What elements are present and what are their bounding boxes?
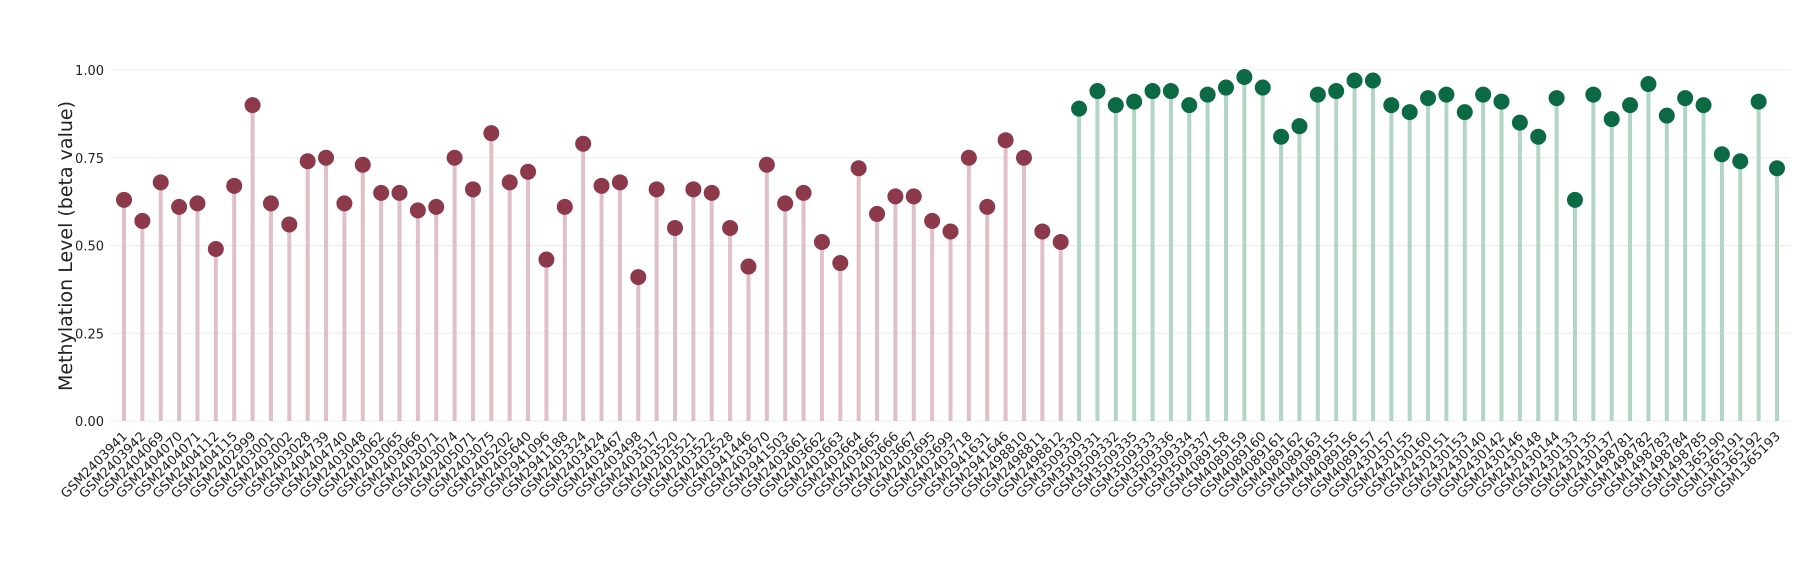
dot: [630, 269, 647, 286]
dot: [1530, 128, 1547, 145]
dot: [409, 202, 426, 219]
dot: [1071, 100, 1088, 117]
dot: [740, 258, 757, 275]
dot: [1364, 72, 1381, 89]
dot: [813, 233, 830, 250]
dot: [1254, 79, 1271, 96]
dot: [1291, 118, 1308, 135]
dot: [1511, 114, 1528, 131]
dot: [281, 216, 298, 233]
dot: [905, 188, 922, 205]
dot: [1199, 86, 1216, 103]
dot: [1236, 69, 1253, 86]
dot: [1162, 83, 1179, 100]
dot: [703, 184, 720, 201]
dot: [960, 149, 977, 166]
dot: [116, 191, 132, 208]
dot: [942, 223, 959, 240]
dot: [1622, 97, 1639, 114]
dot: [207, 241, 224, 258]
dot: [373, 184, 390, 201]
dot: [722, 219, 739, 236]
dot: [1769, 160, 1785, 177]
dot: [1401, 104, 1418, 121]
dot: [171, 198, 188, 215]
dot: [428, 198, 445, 215]
dot: [189, 195, 206, 212]
dot: [593, 177, 610, 194]
dot: [1585, 86, 1602, 103]
dot: [318, 149, 335, 166]
dot: [1493, 93, 1510, 110]
dot: [1218, 79, 1234, 96]
dot: [887, 188, 904, 205]
y-tick-label: 0.75: [75, 152, 104, 167]
dot: [850, 160, 867, 177]
dot: [1438, 86, 1455, 103]
dot: [1052, 233, 1069, 250]
dot: [758, 156, 775, 173]
dot: [1603, 111, 1620, 128]
dot: [1015, 149, 1032, 166]
dot: [1658, 107, 1675, 124]
dot: [1126, 93, 1143, 110]
dot: [832, 255, 849, 272]
dot: [354, 156, 371, 173]
dot: [1309, 86, 1326, 103]
dot: [1677, 90, 1694, 107]
dot: [1181, 97, 1198, 114]
dot: [795, 184, 812, 201]
dot: [244, 97, 261, 114]
dot: [262, 195, 279, 212]
dot: [685, 181, 702, 198]
dot: [1548, 90, 1565, 107]
dot: [1144, 83, 1161, 100]
dot: [979, 198, 996, 215]
dot: [1089, 83, 1106, 100]
dot: [152, 174, 169, 191]
dot: [483, 125, 500, 142]
dot: [446, 149, 463, 166]
dot: [556, 198, 573, 215]
dot: [226, 177, 243, 194]
dot: [1695, 97, 1712, 114]
dot: [1456, 104, 1473, 121]
dot: [1420, 90, 1437, 107]
dot: [575, 135, 592, 152]
dot: [1475, 86, 1492, 103]
dot: [1328, 83, 1345, 100]
dot: [336, 195, 353, 212]
dot: [501, 174, 518, 191]
dot: [538, 251, 555, 268]
dot: [924, 212, 941, 229]
dot: [1034, 223, 1051, 240]
y-tick-label: 0.25: [75, 327, 104, 342]
dot: [611, 174, 628, 191]
dot: [520, 163, 537, 180]
dot: [1273, 128, 1290, 145]
dot: [391, 184, 408, 201]
y-axis-title: Methylation Level (beta value): [55, 101, 77, 391]
dot: [1346, 72, 1363, 89]
dot: [1750, 93, 1767, 110]
dot: [299, 153, 316, 170]
dot: [1732, 153, 1749, 170]
dot: [1713, 146, 1730, 163]
dot: [464, 181, 481, 198]
dot: [648, 181, 665, 198]
dot: [1640, 76, 1657, 93]
y-tick-label: 0.00: [75, 415, 104, 430]
dot: [1566, 191, 1583, 208]
dot: [134, 212, 151, 229]
dot: [667, 219, 683, 236]
dot: [869, 205, 886, 222]
dot: [1383, 97, 1400, 114]
dot: [1107, 97, 1124, 114]
y-tick-label: 1.00: [75, 64, 104, 79]
dot: [777, 195, 794, 212]
dot: [997, 132, 1014, 149]
y-tick-label: 0.50: [75, 240, 104, 255]
